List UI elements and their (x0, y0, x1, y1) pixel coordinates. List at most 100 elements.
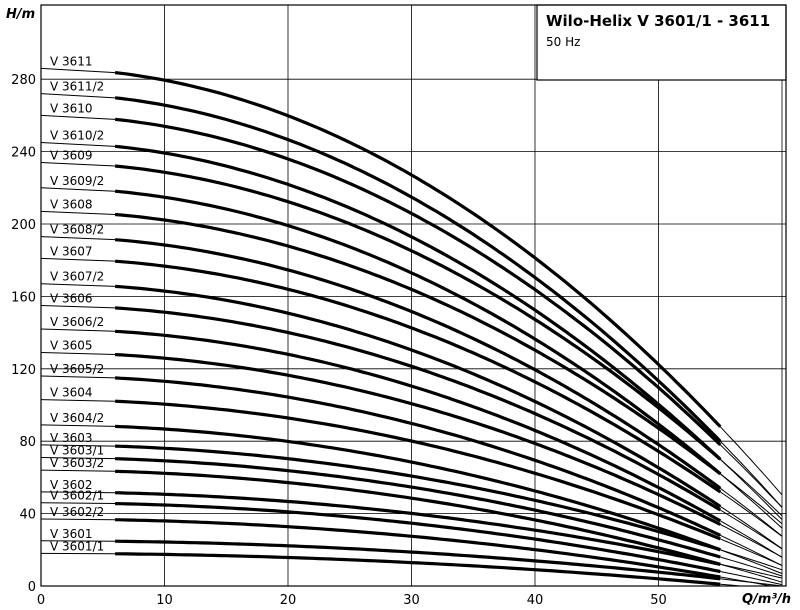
curve-tail (719, 426, 783, 496)
curve-label: V 3605 (50, 339, 93, 353)
x-tick-label: 20 (280, 593, 297, 608)
curve-v-3601-1 (115, 552, 721, 586)
curve-label: V 3605/2 (50, 362, 104, 376)
curve-v-3604 (115, 399, 721, 541)
y-tick-label: 0 (28, 580, 36, 595)
curve-label: V 3601 (50, 527, 93, 541)
curve-v-3603 (115, 444, 721, 552)
curve-lead (40, 67, 116, 74)
curve-tail (720, 524, 783, 558)
y-tick-label: 120 (11, 363, 36, 378)
curve-tail (720, 509, 783, 550)
y-tick-label: 200 (11, 218, 36, 233)
curve-tail (720, 578, 783, 587)
curve-lead (40, 518, 116, 521)
x-tick-label: 30 (403, 593, 420, 608)
curve-label: V 3603 (50, 431, 93, 445)
chart-title: Wilo-Helix V 3601/1 - 3611 (546, 12, 770, 30)
curve-v-3605-2 (114, 376, 721, 537)
curve-tail (719, 458, 783, 520)
curve-tail (720, 491, 783, 537)
curve-label: V 3608/2 (50, 223, 104, 237)
curve-tail (719, 458, 783, 517)
curve-v-3610-2 (114, 144, 722, 461)
curve-label: V 3607 (50, 244, 93, 258)
curve-v-3601 (115, 539, 721, 581)
curve-tail (720, 538, 783, 566)
curve-label: V 3609/2 (50, 174, 104, 188)
curve-label: V 3602 (50, 478, 93, 492)
curve-lead (40, 283, 116, 287)
curve-label: V 3606/2 (50, 315, 104, 329)
curve-lead (40, 161, 116, 167)
curve-lead (40, 304, 116, 309)
curve-v-3609-2 (114, 189, 722, 476)
curve-lead (40, 236, 116, 241)
curve-v-3609 (114, 164, 722, 461)
curve-label: V 3602/2 (50, 505, 104, 519)
curve-label: V 3604/2 (50, 411, 104, 425)
y-tick-label: 280 (11, 73, 36, 88)
x-tick-label: 10 (156, 593, 173, 608)
curve-v-3611 (114, 71, 722, 428)
curve-label: V 3601/1 (50, 539, 104, 553)
curve-v-3606 (114, 306, 722, 512)
curve-label: V 3610 (50, 101, 93, 115)
curve-lead (40, 93, 116, 99)
chart-subtitle: 50 Hz (546, 35, 580, 49)
curve-tail (719, 487, 783, 537)
curve-tail (720, 556, 783, 577)
curve-label: V 3602/1 (50, 489, 104, 503)
curve-v-3611-2 (114, 96, 722, 443)
y-tick-label: 160 (11, 290, 36, 305)
curve-label: V 3611/2 (50, 80, 104, 94)
x-tick-label: 40 (527, 593, 544, 608)
curve-label: V 3611 (50, 54, 93, 68)
curve-label: V 3606 (50, 291, 93, 305)
curve-v-3605 (115, 353, 722, 526)
curve-v-3604-2 (115, 424, 721, 552)
curve-lead (40, 491, 116, 494)
curve-lead (40, 456, 116, 460)
x-tick-label: 0 (37, 593, 45, 608)
y-axis-label: H/m (6, 7, 35, 22)
curve-v-3602-1 (115, 502, 721, 574)
pump-curves (40, 67, 783, 587)
curve-label: V 3610/2 (50, 129, 104, 143)
curve-tail (720, 549, 783, 574)
curve-lead (40, 424, 116, 427)
curve-v-3602-2 (115, 518, 721, 579)
curve-tail (720, 571, 783, 586)
curve-tail (719, 440, 783, 508)
curve-label: V 3609 (50, 148, 93, 162)
curve-label: V 3603/2 (50, 456, 104, 470)
curve-lead (40, 187, 116, 192)
curve-lead (40, 210, 116, 215)
curve-v-3607-2 (114, 284, 722, 508)
x-axis-ticks: 0 10 20 30 40 50 (37, 593, 667, 608)
curve-tail (720, 563, 783, 583)
curve-v-3608-2 (114, 238, 722, 490)
curve-label: V 3607/2 (50, 270, 104, 284)
curve-v-3610 (114, 117, 722, 446)
y-tick-label: 40 (19, 508, 36, 523)
curve-label: V 3603/1 (50, 443, 104, 457)
curve-v-3602 (115, 491, 721, 566)
curve-v-3607 (114, 259, 722, 494)
y-axis-ticks: 0 40 80 120 160 200 240 280 (11, 73, 36, 595)
curve-tail (720, 549, 783, 571)
curve-lead (40, 502, 116, 505)
y-tick-label: 80 (19, 435, 36, 450)
curve-lead (40, 469, 116, 472)
y-tick-label: 240 (11, 146, 36, 161)
curve-v-3603-2 (115, 469, 721, 566)
curve-tail (719, 473, 783, 529)
x-tick-label: 50 (650, 593, 667, 608)
curve-tail (720, 563, 783, 579)
curve-lead (40, 375, 116, 379)
title-box: Wilo-Helix V 3601/1 - 3611 50 Hz (536, 4, 787, 81)
curve-label: V 3604 (50, 386, 93, 400)
curve-tail (720, 505, 783, 550)
curve-lead (40, 399, 116, 402)
